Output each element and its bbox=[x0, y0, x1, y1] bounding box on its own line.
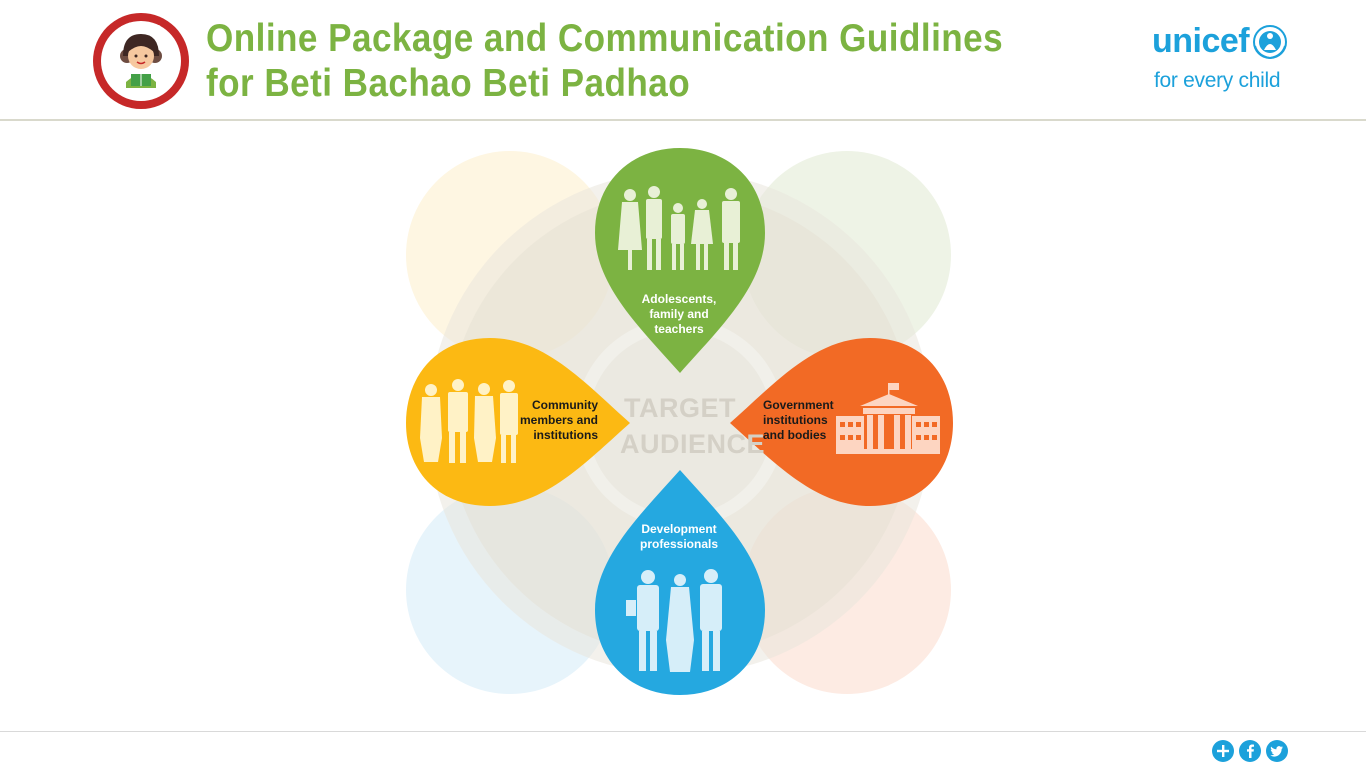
segment-bottom-professionals[interactable] bbox=[595, 470, 765, 695]
footer-divider bbox=[0, 731, 1366, 732]
label-line: Government bbox=[763, 398, 834, 412]
twitter-icon bbox=[1270, 746, 1283, 757]
inner-circle-core bbox=[588, 331, 772, 515]
segment-right-government[interactable] bbox=[730, 338, 953, 506]
label-community: Community members and institutions bbox=[508, 398, 598, 443]
label-line: and bodies bbox=[763, 428, 827, 442]
label-development: Development professionals bbox=[624, 522, 734, 552]
facebook-button[interactable] bbox=[1239, 740, 1261, 762]
share-button[interactable] bbox=[1212, 740, 1234, 762]
label-line: family and bbox=[649, 307, 709, 321]
twitter-button[interactable] bbox=[1266, 740, 1288, 762]
label-line: Community bbox=[532, 398, 598, 412]
label-line: institutions bbox=[763, 413, 828, 427]
professionals-icon bbox=[626, 569, 722, 672]
label-line: Adolescents, bbox=[641, 292, 717, 306]
label-line: teachers bbox=[654, 322, 704, 336]
community-people-icon bbox=[420, 379, 518, 463]
segment-top-adolescents[interactable] bbox=[595, 148, 765, 373]
label-line: institutions bbox=[533, 428, 598, 442]
label-line: professionals bbox=[639, 537, 719, 551]
center-text-line1: TARGET bbox=[624, 393, 736, 423]
target-audience-label: TARGET AUDIENCE bbox=[620, 390, 766, 462]
label-government: Government institutions and bodies bbox=[763, 398, 853, 443]
center-text-line2: AUDIENCE bbox=[620, 429, 766, 459]
unicef-emblem-icon bbox=[1253, 25, 1287, 59]
label-line: Development bbox=[641, 522, 717, 536]
facebook-icon bbox=[1247, 744, 1254, 758]
plus-icon bbox=[1217, 745, 1229, 757]
beti-bachao-logo: बेटी बचाओ बेटी पढ़ाओ bbox=[93, 13, 189, 109]
family-group-icon bbox=[618, 186, 740, 270]
unicef-logo: unicef for every child bbox=[1152, 18, 1292, 98]
unicef-wordmark: unicef bbox=[1152, 22, 1250, 60]
label-adolescents: Adolescents, family and teachers bbox=[624, 292, 734, 337]
page-title: Online Package and Communication Guidlin… bbox=[206, 16, 1092, 106]
header: बेटी बचाओ बेटी पढ़ाओ Online Package and … bbox=[0, 0, 1366, 121]
segment-left-community[interactable] bbox=[406, 338, 630, 506]
label-line: members and bbox=[519, 413, 598, 427]
title-line-2: for Beti Bachao Beti Padhao bbox=[206, 62, 691, 105]
target-audience-diagram: TARGET AUDIENCE Adolescents, family and … bbox=[400, 140, 960, 700]
header-divider bbox=[0, 119, 1366, 121]
title-line-1: Online Package and Communication Guidlin… bbox=[206, 17, 1004, 60]
unicef-tagline: for every child bbox=[1154, 69, 1281, 92]
